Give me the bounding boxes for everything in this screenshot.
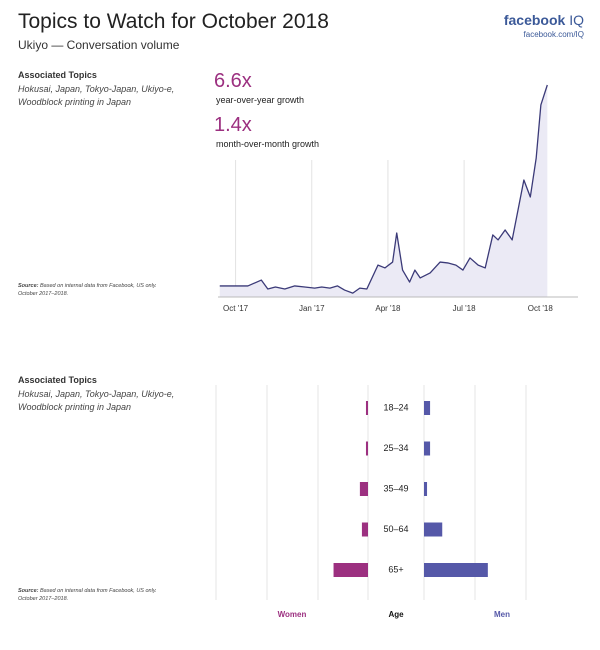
area: [219, 84, 548, 297]
bar: [424, 441, 431, 456]
brand-suffix: IQ: [569, 12, 584, 28]
bar: [365, 401, 368, 415]
x-tick-label: Apr '18: [375, 304, 401, 313]
source-label: Source:: [18, 588, 39, 594]
axis-label: Age: [388, 610, 404, 619]
source: Source: Based on internal data from Face…: [18, 587, 168, 603]
stat-value: 6.6x: [214, 70, 252, 92]
bar: [365, 441, 368, 456]
legend-label: Women: [278, 610, 307, 619]
source-text: Based on internal data from Facebook, US…: [18, 588, 157, 602]
stat-label: year-over-year growth: [216, 95, 305, 105]
bar: [424, 482, 428, 496]
source-text: Based on internal data from Facebook, US…: [18, 283, 157, 297]
category-label: 65+: [388, 564, 403, 574]
category-label: 25–34: [383, 443, 408, 453]
stat-value: 1.4x: [214, 114, 252, 136]
topics-heading: Associated Topics: [18, 70, 97, 80]
subtitle: Ukiyo — Conversation volume: [18, 38, 180, 52]
bar: [424, 563, 488, 577]
x-tick-label: Oct '18: [528, 304, 554, 313]
title: Topics to Watch for October 2018: [18, 10, 329, 33]
source-label: Source:: [18, 283, 39, 289]
x-tick-label: Jan '17: [299, 304, 325, 313]
category-label: 50–64: [383, 524, 408, 534]
bar: [424, 401, 431, 415]
bar: [359, 482, 368, 496]
bar: [361, 522, 368, 537]
x-tick-label: Jul '18: [453, 304, 476, 313]
category-label: 35–49: [383, 483, 408, 493]
topics: Hokusai, Japan, Tokyo-Japan, Ukiyo-e, Wo…: [18, 84, 175, 107]
legend-label: Men: [494, 610, 510, 619]
topics-heading: Associated Topics: [18, 375, 97, 385]
url: facebook.com/IQ: [523, 30, 584, 39]
source: Source: Based on internal data from Face…: [18, 282, 168, 298]
brand: facebook IQ: [504, 12, 584, 28]
line: [219, 84, 548, 294]
topics: Hokusai, Japan, Tokyo-Japan, Ukiyo-e, Wo…: [18, 389, 175, 412]
category-label: 18–24: [383, 402, 408, 412]
brand-name: facebook: [503, 12, 566, 28]
stat-label: month-over-month growth: [216, 139, 320, 149]
bar: [424, 522, 443, 537]
x-tick-label: Oct '17: [223, 304, 249, 313]
bar: [333, 563, 368, 577]
